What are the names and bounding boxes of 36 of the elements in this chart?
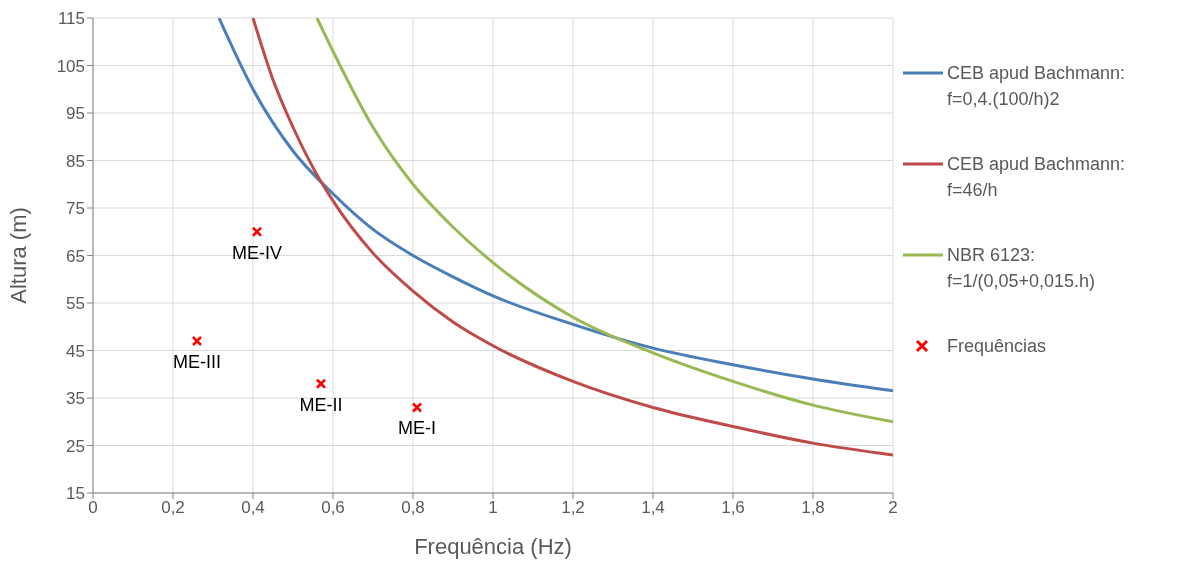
y-tick-label: 85 bbox=[66, 151, 85, 171]
point bbox=[315, 378, 327, 389]
point bbox=[191, 335, 203, 347]
legend-label: CEB apud Bachmann: f=0,4.(100/h)2 bbox=[947, 62, 1127, 111]
y-tick-label: 75 bbox=[66, 199, 85, 219]
point bbox=[411, 402, 423, 413]
y-tick-label: 65 bbox=[66, 246, 85, 266]
point bbox=[251, 226, 263, 237]
x-tick-label: 1,6 bbox=[721, 498, 745, 518]
x-tick-label: 1,2 bbox=[561, 498, 585, 518]
x-tick-label: 0,2 bbox=[161, 498, 185, 518]
legend-label: NBR 6123: f=1/(0,05+0,015.h) bbox=[947, 244, 1097, 293]
y-tick-label: 45 bbox=[66, 341, 85, 361]
y-tick-label: 115 bbox=[57, 9, 85, 29]
x-tick-label: 1,8 bbox=[801, 498, 825, 518]
x-tick-label: 1,4 bbox=[641, 498, 665, 518]
x-axis-title: Frequência (Hz) bbox=[414, 533, 572, 559]
annotation: ME-II bbox=[299, 394, 343, 415]
y-tick-label: 55 bbox=[66, 294, 85, 314]
x-tick-label: 2 bbox=[888, 498, 898, 518]
y-tick-label: 105 bbox=[56, 56, 85, 76]
y-tick-label: 35 bbox=[66, 389, 85, 409]
x-tick-label: 0,6 bbox=[321, 498, 345, 518]
annotation: ME-IV bbox=[231, 242, 283, 263]
x-tick-label: 0,4 bbox=[241, 498, 265, 518]
x-tick-label: 1 bbox=[488, 498, 498, 518]
y-tick-label: 25 bbox=[66, 436, 85, 456]
y-tick-label: 15 bbox=[66, 484, 85, 504]
legend-label: Frequências bbox=[947, 335, 1047, 358]
y-tick-label: 95 bbox=[66, 104, 85, 124]
legend-label: CEB apud Bachmann: f=46/h bbox=[947, 153, 1127, 202]
annotation: ME-III bbox=[173, 351, 221, 372]
x-tick-label: 0 bbox=[88, 498, 98, 518]
annotation: ME-I bbox=[398, 418, 436, 439]
y-axis-title: Altura (m) bbox=[5, 207, 31, 304]
x-tick-label: 0,8 bbox=[401, 498, 425, 518]
